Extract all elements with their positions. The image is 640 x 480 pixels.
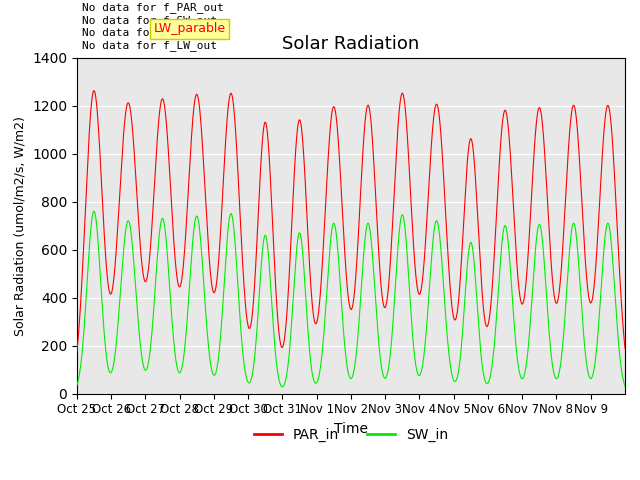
X-axis label: Time: Time <box>334 422 368 436</box>
Title: Solar Radiation: Solar Radiation <box>282 35 420 53</box>
Legend: PAR_in, SW_in: PAR_in, SW_in <box>248 422 453 447</box>
Text: No data for f_PAR_out
No data for f_SW_out
No data for f_LW_in
No data for f_LW_: No data for f_PAR_out No data for f_SW_o… <box>83 2 224 51</box>
Text: LW_parable: LW_parable <box>154 23 226 36</box>
Y-axis label: Solar Radiation (umol/m2/s, W/m2): Solar Radiation (umol/m2/s, W/m2) <box>13 116 26 336</box>
